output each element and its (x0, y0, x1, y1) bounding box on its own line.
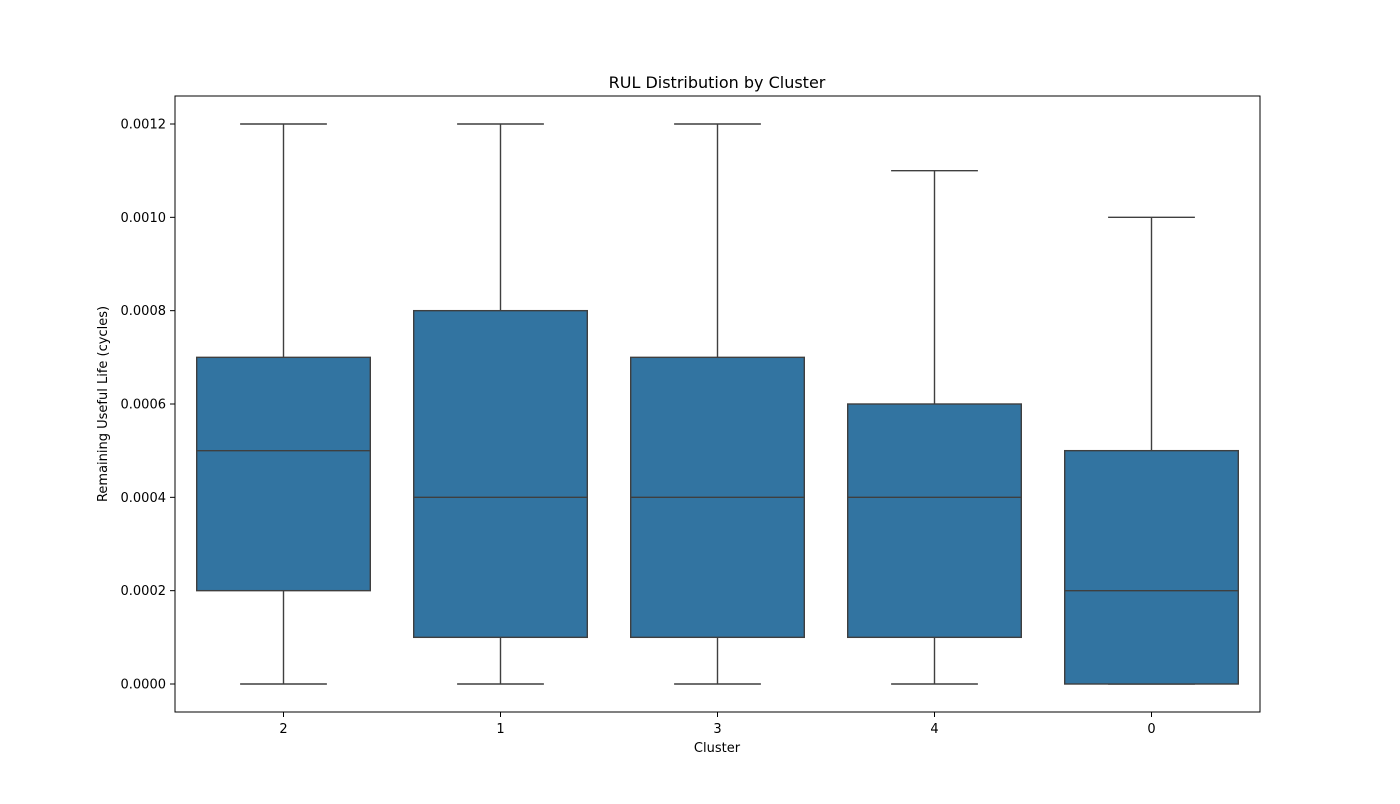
box-4 (847, 403, 1023, 639)
y-tick-label-1: 0.0002 (121, 584, 167, 599)
y-tick-label-0: 0.0000 (121, 678, 167, 693)
y-axis-label: Remaining Useful Life (cycles) (96, 306, 111, 502)
x-tick-label-4: 4 (930, 722, 938, 737)
box-1 (413, 309, 589, 639)
x-tick-label-3: 3 (713, 722, 721, 737)
box-2 (195, 356, 372, 592)
x-tick-label-1: 1 (496, 722, 504, 737)
x-tick-label-2: 2 (279, 722, 287, 737)
y-tick-label-6: 0.0012 (121, 118, 167, 133)
box-0 (1063, 449, 1239, 685)
y-tick-label-3: 0.0006 (121, 398, 167, 413)
y-tick-label-4: 0.0008 (121, 304, 167, 319)
chart-title: RUL Distribution by Cluster (609, 73, 826, 92)
plot-layer: 0.0000 0.0002 0.0004 0.0006 0.0008 0.0010 0.00… (121, 95, 1261, 737)
x-axis-label: Cluster (694, 741, 741, 756)
y-tick-label-5: 0.0010 (121, 211, 167, 226)
y-tick-label-2: 0.0004 (121, 491, 167, 506)
x-tick-label-0: 0 (1147, 722, 1155, 737)
